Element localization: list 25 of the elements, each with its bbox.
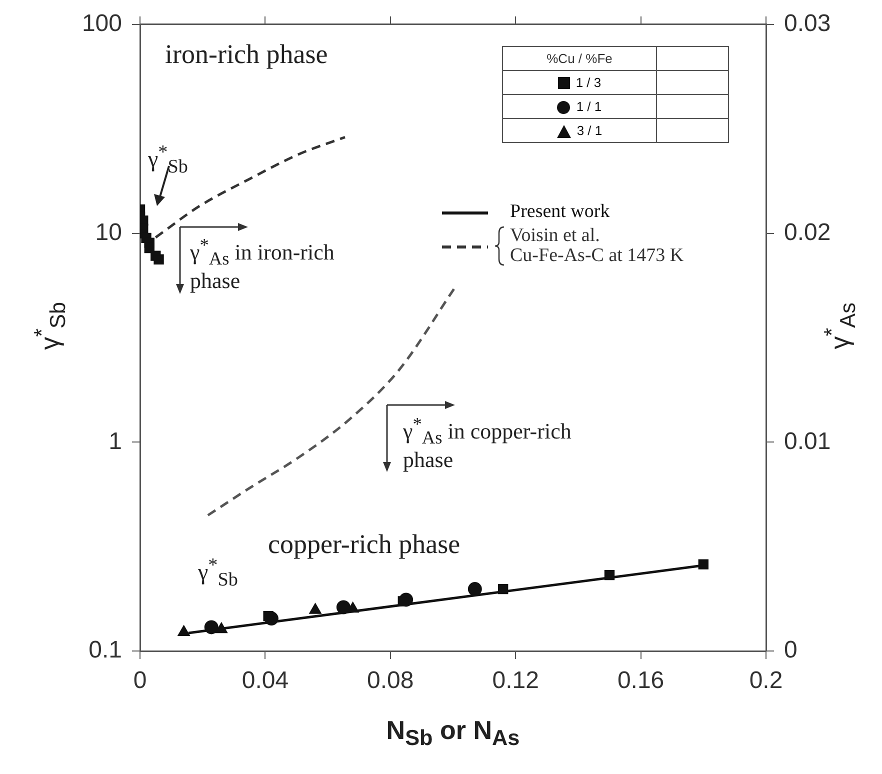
legend-label: Voisin et al. Cu-Fe-As-C at 1473 K — [510, 225, 684, 266]
y2-tick-label: 0 — [784, 636, 798, 664]
legend-title: %Cu / %Fe — [502, 46, 656, 70]
y2-tick-label: 0.02 — [784, 218, 831, 246]
y-tick-label: 100 — [82, 10, 122, 38]
annotation: copper-rich phase — [268, 529, 462, 559]
x-axis-title: N$_{Sb}$ or N$_{As}$ — [385, 715, 521, 752]
y2-tick-label: 0.01 — [784, 428, 831, 455]
y-tick-label: 1 — [108, 428, 122, 455]
x-tick-label: 0.12 — [492, 667, 539, 694]
annotation: iron-rich phase — [165, 39, 329, 69]
x-tick-label: 0.08 — [367, 667, 414, 694]
legend-label: 3 / 1 — [576, 124, 602, 139]
x-tick-label: 0 — [133, 667, 147, 694]
y-tick-label: 10 — [95, 218, 122, 246]
x-tick-label: 0.2 — [749, 667, 783, 694]
legend-label: Present work — [510, 201, 610, 222]
y2-tick-label: 0.03 — [784, 10, 831, 38]
y-tick-label: 0.1 — [88, 636, 122, 664]
legend-label: 1 / 1 — [576, 100, 602, 115]
annotation: γ$^{*}$$_{As}$ in iron-rich phase — [190, 235, 336, 293]
legend-label: 1 / 3 — [576, 76, 602, 91]
annotation: γ$^{*}$$_{As}$ in copper-rich phase — [403, 414, 572, 472]
x-tick-label: 0.04 — [242, 667, 289, 694]
x-tick-label: 0.16 — [617, 667, 664, 694]
